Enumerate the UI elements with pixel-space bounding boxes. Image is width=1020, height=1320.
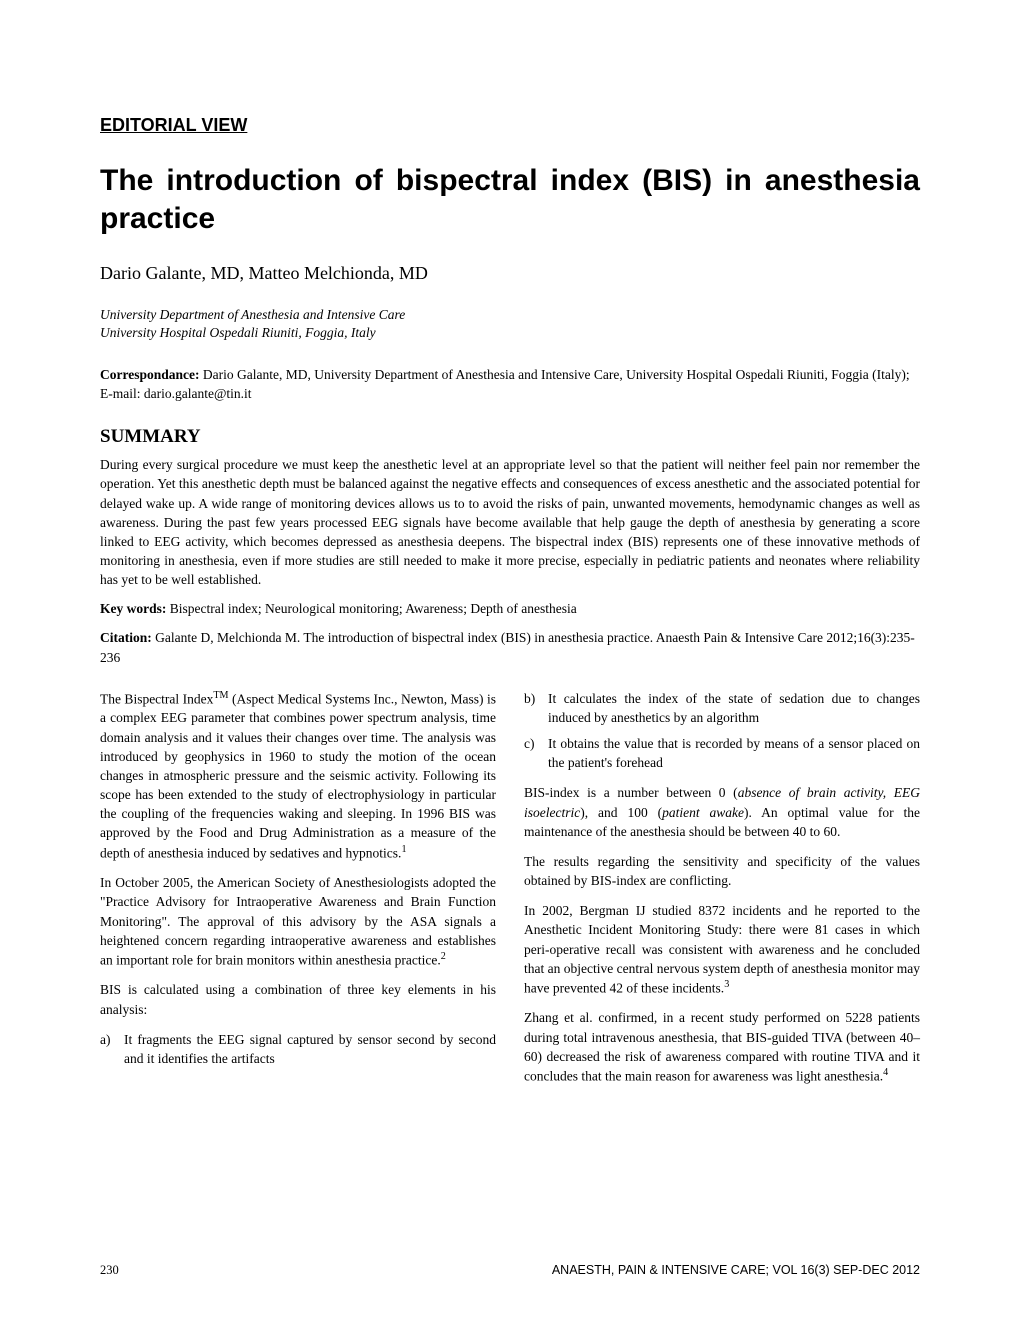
authors: Dario Galante, MD, Matteo Melchionda, MD — [100, 263, 920, 284]
keywords-label: Key words: — [100, 601, 166, 616]
citation: Citation: Galante D, Melchionda M. The i… — [100, 628, 920, 666]
paragraph: BIS-index is a number between 0 (absence… — [524, 783, 920, 840]
list-content: It calculates the index of the state of … — [548, 689, 920, 727]
citation-label: Citation: — [100, 630, 152, 645]
summary-heading: SUMMARY — [100, 426, 920, 448]
correspondence-text: Dario Galante, MD, University Department… — [100, 367, 910, 401]
keywords-text: Bispectral index; Neurological monitorin… — [166, 601, 576, 616]
summary-text: During every surgical procedure we must … — [100, 455, 920, 589]
paragraph: In October 2005, the American Society of… — [100, 873, 496, 969]
list-item: b) It calculates the index of the state … — [524, 689, 920, 727]
list-marker: b) — [524, 689, 548, 727]
paragraph: The Bispectral IndexTM (Aspect Medical S… — [100, 689, 496, 862]
affiliation-line: University Department of Anesthesia and … — [100, 306, 920, 324]
section-label: EDITORIAL VIEW — [100, 115, 920, 136]
citation-text: Galante D, Melchionda M. The introductio… — [100, 630, 915, 664]
text: In 2002, Bergman IJ studied 8372 inciden… — [524, 903, 920, 995]
reference: 1 — [401, 844, 406, 855]
list-item: c) It obtains the value that is recorded… — [524, 734, 920, 772]
list-content: It fragments the EEG signal captured by … — [124, 1030, 496, 1068]
text: In October 2005, the American Society of… — [100, 875, 496, 967]
list-marker: a) — [100, 1030, 124, 1068]
paragraph: In 2002, Bergman IJ studied 8372 inciden… — [524, 901, 920, 997]
paragraph: Zhang et al. confirmed, in a recent stud… — [524, 1008, 920, 1085]
body-text: The Bispectral IndexTM (Aspect Medical S… — [100, 689, 920, 1086]
text: ), and 100 ( — [580, 805, 662, 820]
reference: 3 — [724, 979, 729, 990]
affiliation-line: University Hospital Ospedali Riuniti, Fo… — [100, 324, 920, 342]
article-title: The introduction of bispectral index (BI… — [100, 162, 920, 237]
list-marker: c) — [524, 734, 548, 772]
text: Zhang et al. confirmed, in a recent stud… — [524, 1010, 920, 1083]
affiliation: University Department of Anesthesia and … — [100, 306, 920, 342]
text: BIS-index is a number between 0 ( — [524, 785, 738, 800]
correspondence: Correspondance: Dario Galante, MD, Unive… — [100, 366, 920, 404]
text: The Bispectral Index — [100, 691, 213, 706]
page-footer: 230 ANAESTH, PAIN & INTENSIVE CARE; VOL … — [100, 1263, 920, 1278]
italic-text: patient awake — [662, 805, 744, 820]
keywords: Key words: Bispectral index; Neurologica… — [100, 599, 920, 618]
journal-info: ANAESTH, PAIN & INTENSIVE CARE; VOL 16(3… — [552, 1263, 920, 1278]
reference: 2 — [441, 951, 446, 962]
paragraph: BIS is calculated using a combination of… — [100, 980, 496, 1018]
list-item: a) It fragments the EEG signal captured … — [100, 1030, 496, 1068]
page-number: 230 — [100, 1263, 119, 1278]
text: (Aspect Medical Systems Inc., Newton, Ma… — [100, 691, 496, 860]
trademark: TM — [213, 690, 228, 701]
reference: 4 — [883, 1067, 888, 1078]
list-content: It obtains the value that is recorded by… — [548, 734, 920, 772]
paragraph: The results regarding the sensitivity an… — [524, 852, 920, 890]
correspondence-label: Correspondance: — [100, 367, 200, 382]
